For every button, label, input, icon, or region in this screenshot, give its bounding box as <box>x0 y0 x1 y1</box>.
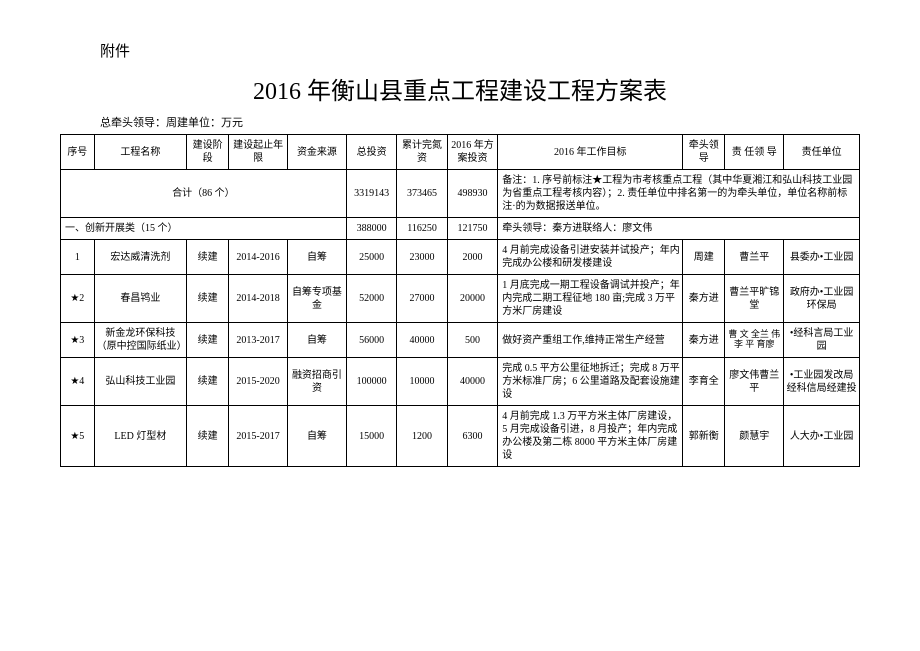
cell-period: 2013-2017 <box>229 323 288 358</box>
page-title: 2016 年衡山县重点工程建设工程方案表 <box>60 71 860 106</box>
cell-lead: 郭新衡 <box>683 406 725 467</box>
cell-fund: 自筹 <box>288 323 347 358</box>
cell-resp: 曹兰平 <box>725 240 784 275</box>
cell-name: LED 灯型材 <box>94 406 187 467</box>
cell-plan: 20000 <box>447 275 497 323</box>
cell-cum: 27000 <box>397 275 447 323</box>
cell-fund: 自筹专项基金 <box>288 275 347 323</box>
header-target: 2016 年工作目标 <box>498 135 683 170</box>
subtitle: 总牵头领导：周建单位：万元 <box>100 114 860 130</box>
cell-period: 2015-2017 <box>229 406 288 467</box>
cell-unit: 人大办•工业园 <box>784 406 860 467</box>
cell-seq: ★5 <box>61 406 95 467</box>
cell-resp: 廖文伟曹兰平 <box>725 358 784 406</box>
cell-unit: •经科言局工业园 <box>784 323 860 358</box>
cell-seq: 1 <box>61 240 95 275</box>
cell-lead: 秦方进 <box>683 275 725 323</box>
project-table: 序号 工程名称 建设阶段 建设起止年限 资金来源 总投资 累计完氮资 2016 … <box>60 134 860 467</box>
total-row: 合计（86 个） 3319143 373465 498930 备注：1. 序号前… <box>61 170 860 218</box>
section-cum: 116250 <box>397 218 447 240</box>
cell-fund: 自筹 <box>288 406 347 467</box>
cell-lead: 秦方进 <box>683 323 725 358</box>
cell-plan: 6300 <box>447 406 497 467</box>
cell-target: 4 月前完成设备引进安装并试投产；年内完成办公楼和研发楼建设 <box>498 240 683 275</box>
table-row: ★4 弘山科技工业园 续建 2015-2020 融资招商引资 100000 10… <box>61 358 860 406</box>
header-total: 总投资 <box>346 135 396 170</box>
header-phase: 建设阶段 <box>187 135 229 170</box>
total-label: 合计（86 个） <box>61 170 347 218</box>
cell-phase: 续建 <box>187 323 229 358</box>
cell-total: 56000 <box>346 323 396 358</box>
cell-target: 1 月底完成一期工程设备调试并投产；年内完成二期工程征地 180 亩;完成 3 … <box>498 275 683 323</box>
cell-unit: •工业园发改局经科信局经建投 <box>784 358 860 406</box>
cell-fund: 融资招商引资 <box>288 358 347 406</box>
cell-seq: ★2 <box>61 275 95 323</box>
cell-total: 25000 <box>346 240 396 275</box>
cell-name: 春昌鸨业 <box>94 275 187 323</box>
header-seq: 序号 <box>61 135 95 170</box>
total-cum: 373465 <box>397 170 447 218</box>
cell-total: 15000 <box>346 406 396 467</box>
total-plan: 498930 <box>447 170 497 218</box>
header-name: 工程名称 <box>94 135 187 170</box>
header-fund: 资金来源 <box>288 135 347 170</box>
cell-unit: 县委办•工业园 <box>784 240 860 275</box>
cell-name: 弘山科技工业园 <box>94 358 187 406</box>
cell-total: 52000 <box>346 275 396 323</box>
cell-name: 宏达威清洗剂 <box>94 240 187 275</box>
cell-target: 完成 0.5 平方公里征地拆迁；完成 8 万平方米标准厂房；6 公里道路及配套设… <box>498 358 683 406</box>
cell-resp: 曹兰平旷锦堂 <box>725 275 784 323</box>
cell-name: 新金龙环保科技（原中控国际纸业） <box>94 323 187 358</box>
cell-phase: 续建 <box>187 358 229 406</box>
cell-total: 100000 <box>346 358 396 406</box>
header-unit: 责任单位 <box>784 135 860 170</box>
cell-cum: 23000 <box>397 240 447 275</box>
cell-cum: 1200 <box>397 406 447 467</box>
cell-plan: 2000 <box>447 240 497 275</box>
cell-target: 4 月前完成 1.3 万平方米主体厂房建设，5 月完成设备引进，8 月投产；年内… <box>498 406 683 467</box>
table-row: ★5 LED 灯型材 续建 2015-2017 自筹 15000 1200 63… <box>61 406 860 467</box>
table-row: 1 宏达威清洗剂 续建 2014-2016 自筹 25000 23000 200… <box>61 240 860 275</box>
cell-period: 2014-2018 <box>229 275 288 323</box>
cell-cum: 10000 <box>397 358 447 406</box>
cell-lead: 周建 <box>683 240 725 275</box>
header-period: 建设起止年限 <box>229 135 288 170</box>
attachment-label: 附件 <box>100 40 860 61</box>
section-label: 一、创新开展类（15 个） <box>61 218 347 240</box>
cell-phase: 续建 <box>187 240 229 275</box>
cell-phase: 续建 <box>187 406 229 467</box>
total-note: 备注：1. 序号前标注★工程为市考核重点工程（其中华夏湘江和弘山科技工业园为省重… <box>498 170 860 218</box>
section-note: 牵头领导：秦方进联络人：廖文伟 <box>498 218 860 240</box>
cell-lead: 李育全 <box>683 358 725 406</box>
cell-seq: ★4 <box>61 358 95 406</box>
cell-target: 做好资产重组工作,维持正常生产经营 <box>498 323 683 358</box>
cell-plan: 500 <box>447 323 497 358</box>
table-row: ★3 新金龙环保科技（原中控国际纸业） 续建 2013-2017 自筹 5600… <box>61 323 860 358</box>
cell-unit: 政府办•工业园环保局 <box>784 275 860 323</box>
header-lead: 牵头领导 <box>683 135 725 170</box>
section-row: 一、创新开展类（15 个） 388000 116250 121750 牵头领导：… <box>61 218 860 240</box>
cell-resp: 曹 文 全兰 伟李 平 育廖 <box>725 323 784 358</box>
cell-fund: 自筹 <box>288 240 347 275</box>
header-plan: 2016 年方案投资 <box>447 135 497 170</box>
cell-period: 2015-2020 <box>229 358 288 406</box>
header-resp: 责 任领 导 <box>725 135 784 170</box>
cell-plan: 40000 <box>447 358 497 406</box>
header-row: 序号 工程名称 建设阶段 建设起止年限 资金来源 总投资 累计完氮资 2016 … <box>61 135 860 170</box>
cell-resp: 颜慧宇 <box>725 406 784 467</box>
total-invest: 3319143 <box>346 170 396 218</box>
cell-seq: ★3 <box>61 323 95 358</box>
cell-cum: 40000 <box>397 323 447 358</box>
cell-period: 2014-2016 <box>229 240 288 275</box>
section-total: 388000 <box>346 218 396 240</box>
table-row: ★2 春昌鸨业 续建 2014-2018 自筹专项基金 52000 27000 … <box>61 275 860 323</box>
header-cum: 累计完氮资 <box>397 135 447 170</box>
section-plan: 121750 <box>447 218 497 240</box>
cell-phase: 续建 <box>187 275 229 323</box>
